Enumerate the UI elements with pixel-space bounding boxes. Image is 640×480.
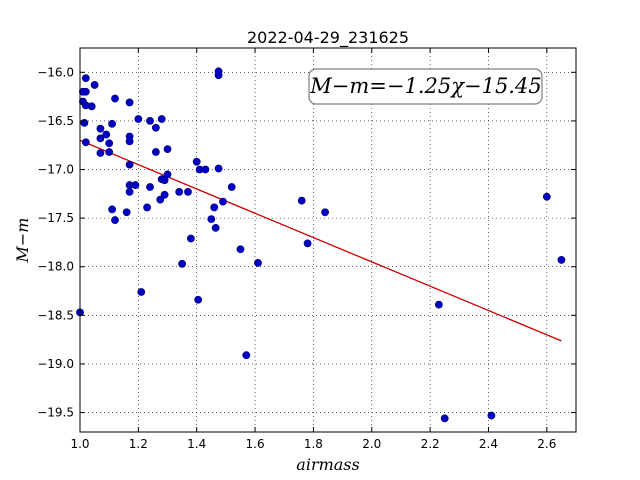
plot-frame bbox=[79, 47, 577, 433]
data-point bbox=[108, 205, 116, 214]
data-point bbox=[219, 197, 227, 206]
data-point bbox=[236, 245, 245, 254]
data-point bbox=[105, 139, 114, 148]
data-point bbox=[96, 149, 105, 157]
data-point bbox=[87, 102, 96, 111]
equation-box: M−m=−1.25χ−15.45 bbox=[308, 68, 543, 105]
data-point bbox=[207, 215, 216, 223]
x-tick-label: 1.0 bbox=[70, 437, 89, 451]
data-point bbox=[96, 124, 105, 133]
data-point bbox=[210, 203, 219, 212]
y-tick-label: −19.0 bbox=[37, 357, 74, 371]
data-point bbox=[90, 81, 99, 89]
grid bbox=[79, 48, 576, 432]
y-axis: −16.0 −16.5 −17.0 −17.5 −18.0 −18.5 −19.0 −19.5 bbox=[37, 65, 576, 420]
data-point bbox=[254, 258, 262, 267]
data-point bbox=[137, 288, 146, 296]
data-point bbox=[214, 164, 223, 173]
data-point bbox=[125, 137, 134, 146]
fit-line bbox=[79, 139, 562, 342]
x-axis-title: airmass bbox=[296, 455, 359, 474]
x-tick-label: 2.2 bbox=[421, 437, 440, 451]
y-tick-label: −16.0 bbox=[37, 65, 74, 79]
data-point bbox=[96, 134, 105, 143]
equation-text: M−m=−1.25χ−15.45 bbox=[309, 74, 541, 98]
data-point bbox=[297, 196, 306, 205]
data-point bbox=[125, 160, 134, 169]
data-point bbox=[134, 115, 143, 123]
data-point bbox=[303, 239, 312, 248]
data-point bbox=[201, 165, 210, 174]
chart-title: 2022-04-29_231625 bbox=[247, 28, 409, 48]
equation-box-frame bbox=[308, 68, 543, 105]
data-point bbox=[111, 216, 119, 224]
x-tick-label: 1.6 bbox=[246, 437, 265, 451]
data-point bbox=[151, 123, 160, 132]
data-point bbox=[194, 295, 203, 304]
y-tick-label: −17.0 bbox=[37, 163, 74, 177]
data-point bbox=[440, 414, 449, 423]
y-tick-label: −18.0 bbox=[37, 260, 74, 274]
data-point bbox=[184, 187, 192, 196]
y-tick-label: −17.5 bbox=[37, 211, 74, 225]
data-point bbox=[157, 115, 166, 123]
data-point bbox=[125, 98, 134, 107]
data-point bbox=[151, 148, 160, 156]
data-point bbox=[227, 183, 236, 191]
data-point bbox=[542, 192, 551, 201]
data-point bbox=[146, 117, 154, 125]
data-point bbox=[214, 71, 223, 80]
data-point bbox=[81, 74, 90, 83]
data-point bbox=[81, 138, 90, 147]
data-point bbox=[111, 94, 119, 103]
data-point bbox=[434, 300, 443, 309]
data-point bbox=[125, 187, 134, 196]
x-tick-label: 2.4 bbox=[479, 437, 498, 451]
y-tick-label: −19.5 bbox=[37, 406, 74, 420]
data-point bbox=[160, 190, 169, 199]
data-point bbox=[143, 203, 152, 212]
data-point bbox=[175, 187, 184, 196]
data-point bbox=[242, 351, 251, 360]
data-point bbox=[102, 130, 111, 139]
data-point bbox=[81, 87, 90, 96]
data-point bbox=[321, 208, 329, 217]
data-point bbox=[487, 411, 496, 420]
x-tick-label: 1.2 bbox=[129, 437, 148, 451]
data-points bbox=[76, 67, 566, 423]
x-tick-label: 2.0 bbox=[362, 437, 381, 451]
data-point bbox=[156, 195, 165, 204]
data-point bbox=[105, 148, 114, 156]
y-axis-title: M−m bbox=[13, 218, 32, 264]
data-point bbox=[557, 256, 566, 264]
data-point bbox=[80, 118, 89, 127]
data-point bbox=[163, 170, 172, 179]
y-tick-label: −18.5 bbox=[37, 308, 74, 322]
data-point bbox=[211, 223, 220, 232]
data-point bbox=[146, 183, 154, 191]
data-point bbox=[108, 119, 116, 128]
data-point bbox=[131, 181, 140, 189]
x-tick-label: 1.8 bbox=[304, 437, 323, 451]
data-point bbox=[122, 208, 131, 217]
data-point bbox=[186, 234, 195, 243]
data-point bbox=[192, 157, 201, 166]
fit-line-layer bbox=[79, 139, 562, 342]
x-tick-label: 2.6 bbox=[537, 437, 556, 451]
data-point bbox=[163, 145, 172, 154]
data-point bbox=[178, 259, 187, 268]
x-tick-label: 1.4 bbox=[187, 437, 206, 451]
y-tick-label: −16.5 bbox=[37, 114, 74, 128]
x-axis: 1.0 1.2 1.4 1.6 1.8 2.0 2.2 2.4 2.6 bbox=[70, 48, 556, 451]
